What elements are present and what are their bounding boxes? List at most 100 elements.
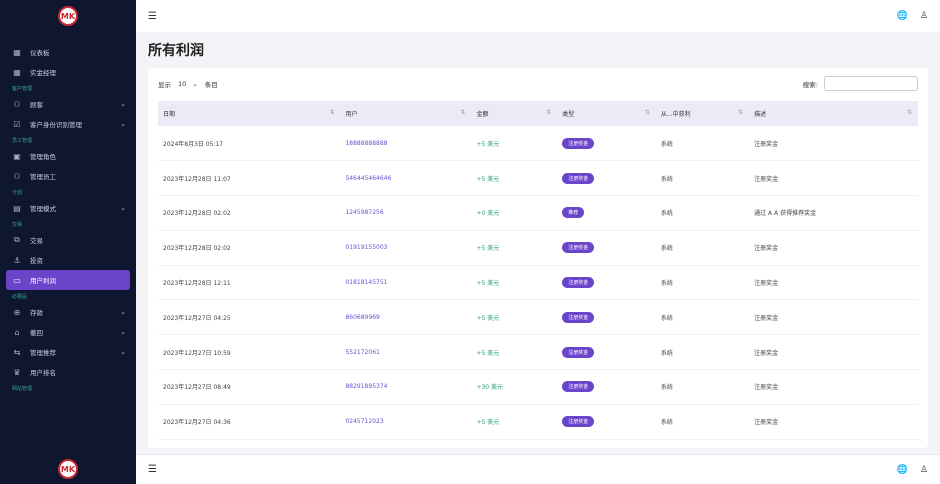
cell-user-text[interactable]: 18888888888: [345, 139, 388, 147]
table-row: 2023年12月27日 04:36 0245712023 +5 美元 注册奖金 系统 注册…: [158, 404, 918, 440]
sidebar-item-icon: ⚇: [13, 99, 21, 109]
user-icon-bottom[interactable]: ♙: [919, 464, 928, 475]
cell-desc: 注册奖金: [749, 265, 918, 301]
cell-from-text: 系统: [660, 419, 673, 427]
col-date-header[interactable]: 日期 ⇅: [158, 101, 341, 126]
table-row: 2023年12月27日 08:49 88291895374 +30 美元 注册奖金 系统…: [158, 369, 918, 405]
sidebar-item[interactable]: ▤ 管理模式 ⌄: [0, 198, 136, 218]
cell-user: 552172061: [340, 334, 472, 371]
cell-type: 注册奖金: [557, 230, 656, 266]
type-badge: 注册奖金: [562, 242, 595, 254]
globe-icon-bottom[interactable]: 🌐: [896, 464, 908, 475]
cell-from: 系统: [655, 230, 750, 266]
sidebar-item-icon: ▦: [13, 47, 21, 57]
cell-date-text: 2023年12月28日 02:02: [163, 210, 231, 218]
cell-type: 注册奖金: [557, 265, 656, 301]
type-badge: 注册奖金: [562, 416, 595, 428]
table-row: 2023年12月28日 12:11 01818145751 +5 美元 注册奖金 系统 注…: [158, 265, 918, 301]
profits-table: 日期 ⇅ 用户 ⇅ 金额 ⇅ 类型 ⇅ 从...中获利 ⇅ 描述 ⇅ 2024年8月3日 05:17 1…: [158, 101, 918, 440]
cell-user-text[interactable]: 0245712023: [345, 418, 384, 426]
cell-user-text[interactable]: 860689969: [345, 313, 380, 321]
sidebar-item-icon: ▦: [13, 67, 21, 77]
sidebar-item-icon: ♛: [13, 367, 21, 377]
profits-card: 显示 10 ⌄ 条目 搜索: 日期 ⇅ 用户 ⇅ 金额 ⇅ 类型 ⇅ 从...中获利 ⇅ 描述 ⇅ 2…: [148, 68, 928, 448]
sidebar-item[interactable]: ⊕ 存款 ⌄: [0, 302, 136, 322]
page-title: 所有利润: [148, 43, 204, 59]
cell-date: 2023年12月27日 08:49: [158, 369, 341, 405]
cell-desc-text: 注册奖金: [754, 419, 779, 427]
col-from-header[interactable]: 从...中获利 ⇅: [655, 101, 750, 126]
chevron-down-icon: ⌄: [120, 308, 126, 316]
table-row: 2024年8月3日 05:17 18888888888 +5 美元 注册奖金 系统 注册奖…: [158, 126, 918, 162]
logo-container[interactable]: MK: [0, 0, 136, 32]
col-desc-header[interactable]: 描述 ⇅: [749, 101, 918, 126]
sort-icon: ⇅: [906, 109, 912, 116]
sidebar-item[interactable]: ⌂ 撤回 ⌄: [0, 322, 136, 342]
sidebar-item[interactable]: ⧉ 交易: [0, 230, 136, 250]
search-group: 搜索:: [803, 76, 918, 91]
entries-select-value: 10: [178, 79, 187, 88]
chevron-down-icon: ⌄: [120, 204, 126, 212]
cell-date: 2023年12月27日 04:25: [158, 299, 341, 336]
entries-label: 条目: [204, 80, 218, 89]
sidebar-section-label: 员工管理: [12, 138, 33, 144]
search-label: 搜索:: [802, 80, 818, 89]
globe-icon[interactable]: 🌐: [896, 11, 908, 21]
cell-user-text[interactable]: 552172061: [345, 348, 380, 356]
cell-date-text: 2023年12月27日 10:59: [163, 349, 231, 357]
cell-type: 注册奖金: [557, 160, 656, 197]
cell-date: 2023年12月28日 11:07: [158, 160, 341, 197]
cell-desc: 注册奖金: [749, 369, 918, 405]
cell-from-text: 系统: [660, 314, 673, 322]
sidebar-item-icon: ⇆: [13, 347, 21, 357]
cell-user-text[interactable]: 546445464646: [345, 174, 392, 182]
entries-select[interactable]: 10 ⌄: [174, 80, 202, 88]
header-label: 从...中获利: [660, 111, 691, 118]
cell-user-text[interactable]: 01919155003: [345, 244, 388, 252]
cell-amount-text: +30 美元: [476, 384, 504, 392]
cell-desc-text: 注册奖金: [754, 349, 779, 357]
cell-desc: 注册奖金: [749, 404, 918, 440]
sort-icon: ⇅: [738, 109, 744, 116]
sidebar-item[interactable]: ⇆ 管理推荐 ⌄: [0, 342, 136, 362]
sidebar-item[interactable]: ▣ 管理角色: [0, 146, 136, 166]
header-label: 类型: [562, 111, 575, 118]
sidebar-item-icon: ⊕: [13, 307, 21, 317]
search-input[interactable]: [824, 76, 918, 91]
sidebar-item[interactable]: ☑ 客户身份识别管理 ⌄: [0, 114, 136, 134]
type-badge: 注册奖金: [562, 381, 595, 393]
cell-from: 系统: [655, 369, 750, 405]
cell-from-text: 系统: [660, 245, 673, 253]
sidebar-item[interactable]: ▦ 实金经理: [0, 62, 136, 82]
cell-user-text[interactable]: 01818145751: [345, 279, 388, 287]
sidebar-section-label: 计划: [12, 190, 23, 196]
cell-desc-text: 通过 A A 获得推荐奖金: [754, 210, 817, 218]
sidebar-item[interactable]: ⚇ 管理员工: [0, 166, 136, 186]
cell-user-text[interactable]: 1245987256: [345, 209, 384, 217]
user-icon[interactable]: ♙: [919, 11, 928, 21]
sidebar-item[interactable]: ⚓ 投资: [0, 250, 136, 270]
sidebar-item[interactable]: ♛ 用户排名: [0, 362, 136, 382]
cell-user-text[interactable]: 88291895374: [345, 383, 388, 391]
sidebar-item[interactable]: ⚇ 顾客 ⌄: [0, 94, 136, 114]
chevron-down-icon: ⌄: [120, 120, 126, 128]
chevron-down-icon: ⌄: [120, 348, 126, 356]
col-user-header[interactable]: 用户 ⇅: [340, 101, 472, 126]
col-amount-header[interactable]: 金额 ⇅: [471, 101, 558, 126]
col-type-header[interactable]: 类型 ⇅: [557, 101, 656, 126]
cell-type: 注册奖金: [557, 126, 656, 162]
cell-amount-text: +5 美元: [476, 140, 500, 148]
brand-logo-bottom: MK: [58, 459, 78, 479]
cell-date: 2023年12月28日 02:02: [158, 195, 341, 231]
menu-toggle-icon[interactable]: ☰: [148, 10, 157, 22]
sidebar-item-label: 用户利润: [30, 277, 56, 285]
cell-date-text: 2024年8月3日 05:17: [163, 140, 224, 148]
sidebar-section-label: 必要品: [12, 294, 28, 300]
sidebar-item[interactable]: ▦ 仪表板: [0, 42, 136, 62]
sidebar-item[interactable]: ▭ 用户利润: [6, 270, 130, 290]
cell-desc-text: 注册奖金: [754, 280, 779, 288]
cell-date-text: 2023年12月28日 11:07: [163, 175, 231, 183]
cell-user: 860689969: [340, 299, 472, 336]
menu-toggle-icon-bottom[interactable]: ☰: [148, 464, 157, 475]
cell-user: 546445464646: [340, 160, 472, 197]
